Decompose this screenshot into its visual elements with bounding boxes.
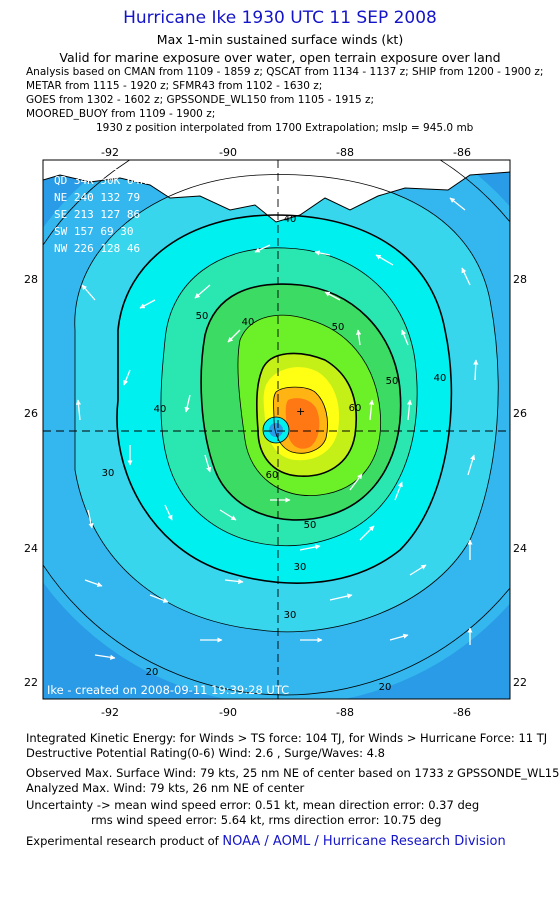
lon-tick-top: -88 bbox=[336, 146, 354, 159]
lon-tick-bottom: -90 bbox=[219, 706, 237, 719]
eye-center bbox=[269, 423, 283, 437]
lat-tick-left: 24 bbox=[24, 542, 38, 555]
lat-tick-left: 26 bbox=[24, 407, 38, 420]
analyzed-max-line: Analyzed Max. Wind: 79 kts, 26 nm NE of … bbox=[26, 781, 305, 795]
contour-label: 50 bbox=[196, 311, 209, 322]
lat-tick-right: 26 bbox=[513, 407, 527, 420]
wind-contours: + bbox=[43, 160, 510, 699]
lon-tick-bottom: -88 bbox=[336, 706, 354, 719]
lon-tick-bottom: -92 bbox=[101, 706, 119, 719]
lat-tick-right: 24 bbox=[513, 542, 527, 555]
wind-radii-title: WIND RADII (NM) bbox=[52, 160, 151, 173]
axis-ticks: -92 -92 -90 -90 -88 -88 -86 -86 28 28 26 26 24 24 22 22 bbox=[24, 146, 527, 719]
contour-labels: 20 20 30 30 30 40 40 40 40 50 50 50 50 60 60 bbox=[102, 214, 447, 693]
contour-label: 50 bbox=[386, 376, 399, 387]
uncertainty-line-1: Uncertainty -> mean wind speed error: 0.… bbox=[26, 798, 480, 812]
dpr-line: Destructive Potential Rating(0-6) Wind: … bbox=[26, 746, 385, 760]
ike-line: Integrated Kinetic Energy: for Winds > T… bbox=[26, 731, 548, 745]
coastline-land bbox=[43, 160, 510, 222]
position-note: 1930 z position interpolated from 1700 E… bbox=[96, 122, 474, 134]
lat-tick-right: 28 bbox=[513, 273, 527, 286]
contour-label: 50 bbox=[332, 322, 345, 333]
contour-label: 40 bbox=[154, 404, 167, 415]
contour-label: 30 bbox=[294, 562, 307, 573]
contour-label: 40 bbox=[284, 214, 297, 225]
contour-label: 20 bbox=[379, 682, 392, 693]
contour-label: 60 bbox=[349, 403, 362, 414]
map-subtitle: Max 1-min sustained surface winds (kt) bbox=[156, 32, 404, 47]
wind-radii-row: NW 226 128 46 bbox=[54, 242, 140, 255]
analysis-line-4: MOORED_BUOY from 1109 - 1900 z; bbox=[26, 108, 216, 120]
product-prefix: Experimental research product of bbox=[26, 834, 219, 848]
wind-radii-row: SE 213 127 86 bbox=[54, 208, 140, 221]
lon-tick-bottom: -86 bbox=[453, 706, 471, 719]
analysis-line-3: GOES from 1302 - 1602 z; GPSSONDE_WL150 … bbox=[26, 94, 375, 106]
contour-label: 60 bbox=[266, 470, 279, 481]
contour-label: 20 bbox=[146, 667, 159, 678]
analysis-line-2: METAR from 1115 - 1920 z; SFMR43 from 11… bbox=[26, 80, 323, 92]
lat-tick-left: 28 bbox=[24, 273, 38, 286]
band-75 bbox=[285, 398, 320, 449]
lat-tick-right: 22 bbox=[513, 676, 527, 689]
product-credit: Experimental research product of NOAA / … bbox=[26, 834, 506, 849]
analysis-line-1: Analysis based on CMAN from 1109 - 1859 … bbox=[26, 66, 544, 78]
valid-note: Valid for marine exposure over water, op… bbox=[59, 50, 501, 65]
contour-label: 40 bbox=[434, 373, 447, 384]
contour-label: 30 bbox=[102, 468, 115, 479]
creation-credit: Ike - created on 2008-09-11 19:39:28 UTC bbox=[47, 683, 289, 697]
observed-max-line: Observed Max. Surface Wind: 79 kts, 25 n… bbox=[26, 766, 560, 780]
lat-tick-left: 22 bbox=[24, 676, 38, 689]
wind-radii-row: NE 240 132 79 bbox=[54, 191, 140, 204]
lon-tick-top: -86 bbox=[453, 146, 471, 159]
wind-radii-table: WIND RADII (NM)QD 34K 50K 64K NE 240 132 … bbox=[52, 160, 151, 255]
contour-label: 30 bbox=[284, 610, 297, 621]
contour-label: 40 bbox=[242, 317, 255, 328]
wind-radii-row: SW 157 69 30 bbox=[54, 225, 133, 238]
hrd-link[interactable]: NOAA / AOML / Hurricane Research Divisio… bbox=[222, 834, 506, 849]
map-title: Hurricane Ike 1930 UTC 11 SEP 2008 bbox=[123, 8, 437, 28]
lon-tick-top: -92 bbox=[101, 146, 119, 159]
wind-radii-row: QD 34K 50K 64K bbox=[54, 174, 147, 187]
uncertainty-line-2: rms wind speed error: 5.64 kt, rms direc… bbox=[91, 813, 442, 827]
lon-tick-top: -90 bbox=[219, 146, 237, 159]
wind-vectors bbox=[75, 197, 479, 660]
contour-label: 50 bbox=[304, 520, 317, 531]
max-wind-marker: + bbox=[296, 405, 305, 418]
